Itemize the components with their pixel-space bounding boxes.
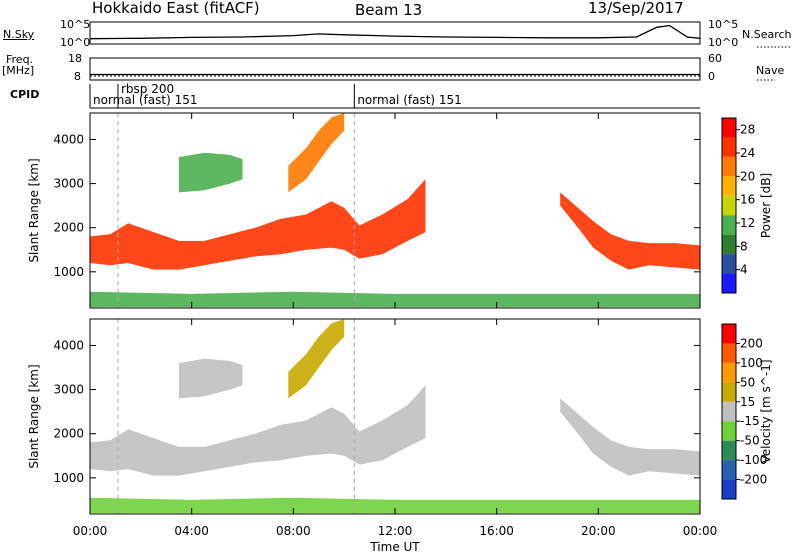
velocity-colorbar-cell-2: [722, 362, 736, 383]
velocity-colorbar-cell-8: [722, 479, 736, 499]
power-colorbar-cell-6: [722, 234, 736, 255]
velocity-colorbar-tick-label-7: -200: [740, 473, 767, 487]
power-ytick-label-3: 4000: [53, 132, 84, 146]
beam-label: Beam 13: [355, 1, 423, 19]
velocity-region-2: [288, 319, 345, 399]
power-ytick-label-2: 3000: [53, 177, 84, 191]
freq-tick-top: 18: [68, 52, 82, 65]
velocity-ylabel: Slant Range [km]: [27, 364, 41, 468]
velocity-ytick-label-0: 1000: [53, 471, 84, 485]
power-colorbar-cell-8: [722, 273, 736, 293]
power-panel: 1000 2000 3000 4000 Slant Range [km] 4 8 12 16 20…: [27, 112, 773, 309]
power-region-2: [288, 113, 345, 193]
xtick-label-5: 20:00: [581, 524, 616, 538]
freq-panel-frame: [89, 57, 701, 81]
velocity-colorbar-cell-6: [722, 440, 736, 461]
noise-panel-frame: [89, 21, 701, 45]
velocity-colorbar-tick-label-6: -100: [740, 453, 767, 467]
velocity-colorbar-tick-label-5: -50: [740, 434, 760, 448]
nsky-label: N.Sky: [3, 28, 35, 41]
velocity-colorbar-tick-label-2: 50: [740, 375, 755, 389]
power-colorbar-tick-label-3: 16: [740, 193, 755, 207]
noise-tick-bottom-left: 10^0: [60, 36, 91, 49]
power-colorbar-tick-label-6: 28: [740, 123, 755, 137]
noise-tick-bottom-right: 10^0: [708, 36, 739, 49]
power-colorbar-label: Power [dB]: [759, 173, 773, 238]
xtick-label-2: 08:00: [276, 524, 311, 538]
velocity-colorbar-cell-7: [722, 460, 736, 480]
power-region-1: [560, 192, 700, 270]
chart-title: Hokkaido East (fitACF): [92, 0, 260, 17]
velocity-colorbar-cell-4: [722, 401, 736, 422]
velocity-panel: 1000 2000 3000 4000 Slant Range [km] 200 100 50…: [27, 318, 773, 515]
velocity-region-4: [90, 497, 700, 514]
xtick-label-0: 00:00: [73, 524, 108, 538]
velocity-ytick-label-1: 2000: [53, 427, 84, 441]
velocity-colorbar-frame: [721, 323, 737, 500]
nsearch-label: N.Search: [742, 28, 792, 41]
power-colorbar-tick-label-0: 4: [740, 263, 748, 277]
velocity-colorbar-tick-label-4: -15: [740, 414, 760, 428]
xtick-label-4: 16:00: [479, 524, 514, 538]
freq-unit-label: [MHz]: [2, 64, 35, 77]
power-colorbar-cell-1: [722, 137, 736, 157]
power-colorbar-tick-label-2: 12: [740, 216, 755, 230]
velocity-ytick-label-2: 3000: [53, 383, 84, 397]
power-colorbar-tick-label-5: 24: [740, 146, 755, 160]
power-colorbar-cell-3: [722, 176, 736, 196]
xtick-label-3: 12:00: [378, 524, 413, 538]
power-ytick-label-0: 1000: [53, 265, 84, 279]
cpid-segment-label-1: rbsp 200: [121, 82, 174, 96]
noise-tick-top-left: 10^5: [60, 18, 91, 31]
power-colorbar-cell-5: [722, 215, 736, 235]
velocity-colorbar-cell-3: [722, 382, 736, 402]
velocity-colorbar-tick-label-0: 200: [740, 336, 763, 350]
power-ytick-label-1: 2000: [53, 221, 84, 235]
power-colorbar-cell-4: [722, 195, 736, 216]
nave-tick-bottom: 0: [708, 70, 715, 83]
freq-tick-bottom: 8: [74, 70, 81, 83]
velocity-region-3: [179, 358, 243, 399]
power-colorbar-cell-2: [722, 156, 736, 177]
power-ylabel: Slant Range [km]: [27, 158, 41, 262]
power-region-4: [90, 291, 700, 308]
date-label: 13/Sep/2017: [588, 0, 684, 17]
xtick-label-6: 00:00: [683, 524, 718, 538]
velocity-colorbar-label: Velocity [m s^-1]: [759, 359, 773, 463]
velocity-region-1: [560, 398, 700, 476]
nave-tick-top: 60: [708, 52, 722, 65]
velocity-ytick-label-3: 4000: [53, 338, 84, 352]
cpid-segment-label-0: normal (fast) 151: [93, 93, 197, 107]
velocity-colorbar-tick-label-3: 15: [740, 395, 755, 409]
velocity-colorbar-tick-label-1: 100: [740, 356, 763, 370]
velocity-colorbar-cell-5: [722, 421, 736, 441]
noise-tick-top-right: 10^5: [708, 18, 739, 31]
x-axis-label: Time UT: [369, 540, 420, 554]
power-region-0: [90, 179, 426, 270]
cpid-segment-label-2: normal (fast) 151: [357, 93, 461, 107]
power-colorbar-cell-0: [722, 118, 736, 138]
velocity-colorbar-cell-0: [722, 324, 736, 344]
xtick-label-1: 04:00: [174, 524, 209, 538]
power-colorbar-cell-7: [722, 254, 736, 274]
noise-series-line-0: [89, 24, 701, 40]
power-colorbar-frame: [721, 117, 737, 294]
power-colorbar-tick-label-1: 8: [740, 239, 748, 253]
cpid-label: CPID: [10, 88, 40, 101]
power-region-3: [179, 152, 243, 193]
power-colorbar-tick-label-4: 20: [740, 169, 755, 183]
velocity-colorbar-cell-1: [722, 343, 736, 363]
freq-label: Freq.: [6, 53, 34, 66]
velocity-region-0: [90, 385, 426, 476]
nave-label: Nave: [756, 64, 785, 77]
